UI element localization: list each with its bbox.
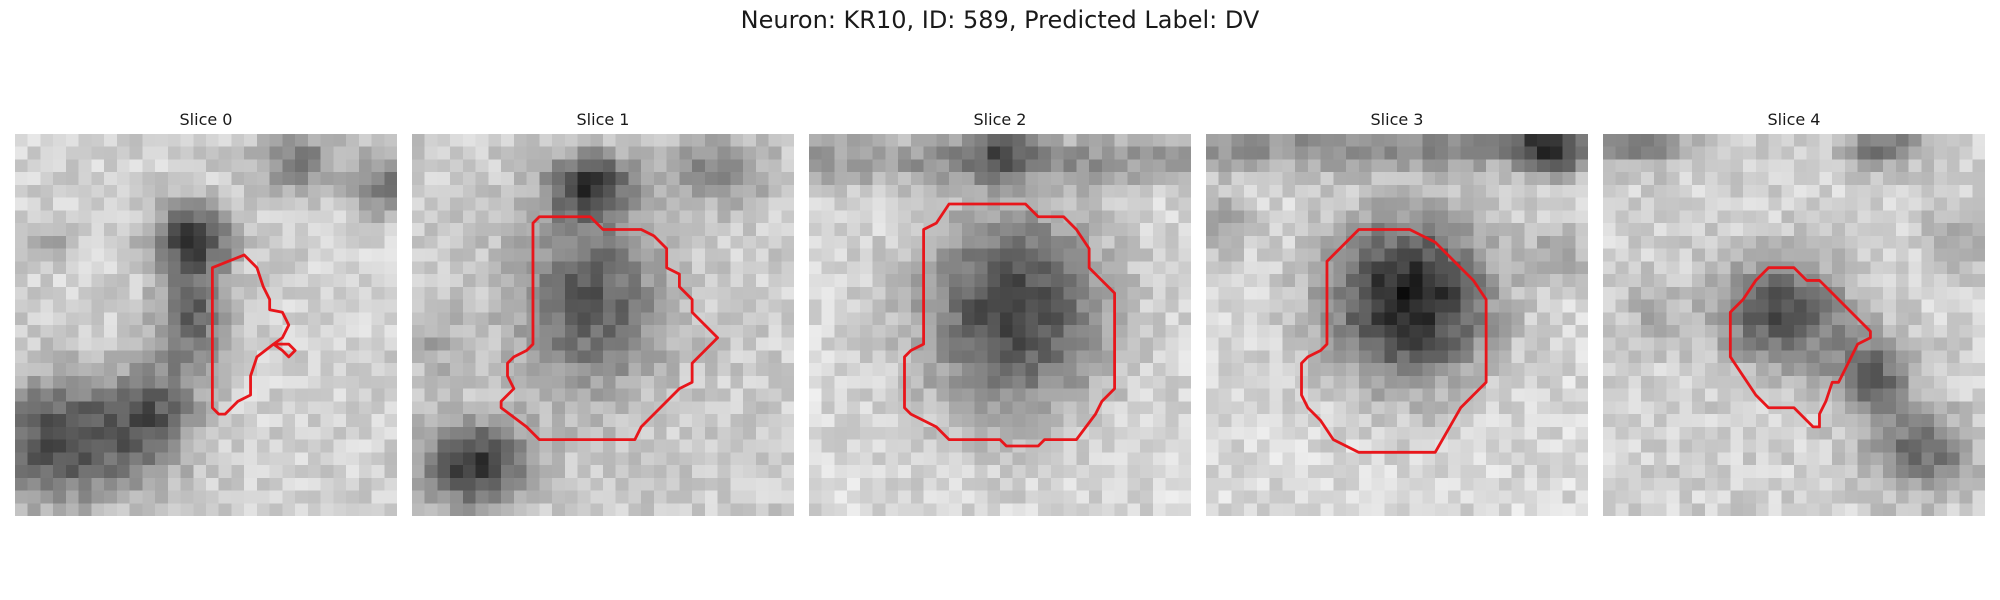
slice-image bbox=[412, 134, 794, 516]
slice-title: Slice 4 bbox=[1767, 110, 1821, 129]
slice-panel-2: Slice 2 bbox=[809, 110, 1191, 516]
slice-title: Slice 0 bbox=[179, 110, 233, 129]
slice-title: Slice 2 bbox=[973, 110, 1027, 129]
slice-title: Slice 3 bbox=[1370, 110, 1424, 129]
slice-image bbox=[809, 134, 1191, 516]
slice-panel-0: Slice 0 bbox=[15, 110, 397, 516]
slice-image bbox=[1206, 134, 1588, 516]
slice-image bbox=[15, 134, 397, 516]
slice-panel-4: Slice 4 bbox=[1603, 110, 1985, 516]
neuron-contour bbox=[1300, 228, 1488, 454]
slice-panel-1: Slice 1 bbox=[412, 110, 794, 516]
neuron-contour bbox=[903, 202, 1117, 448]
slice-image bbox=[1603, 134, 1985, 516]
figure-title: Neuron: KR10, ID: 589, Predicted Label: … bbox=[740, 6, 1260, 34]
slice-title: Slice 1 bbox=[576, 110, 630, 129]
slice-panel-3: Slice 3 bbox=[1206, 110, 1588, 516]
neuron-contour bbox=[499, 215, 720, 442]
neuron-contour bbox=[210, 253, 297, 416]
neuron-contour bbox=[1728, 266, 1872, 429]
